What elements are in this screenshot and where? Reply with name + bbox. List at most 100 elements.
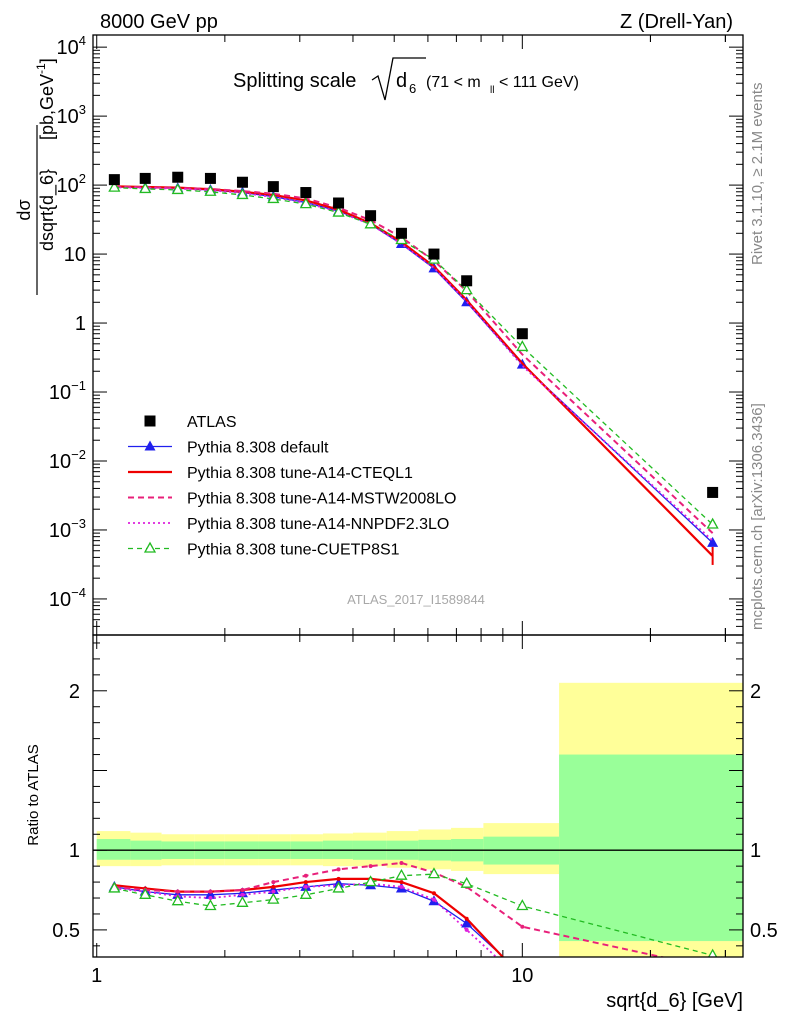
ratio-point-mstw [303, 873, 308, 878]
ratio-series-clipped [108, 860, 718, 957]
main-point-default [707, 536, 719, 547]
data-point-atlas [236, 176, 248, 188]
ratio-point-cuetp8s1 [395, 868, 408, 880]
ratio-point-nnpdf [240, 892, 245, 897]
ratio-point-mstw [520, 924, 525, 929]
data-point-atlas [139, 172, 151, 184]
ratio-point-cteql1 [303, 880, 308, 885]
ratio-point-mstw [175, 889, 180, 894]
plot-title: Splitting scale d 6 (71 < m ll < 111 GeV… [233, 57, 579, 101]
ratio-point-cteql1 [399, 880, 404, 885]
main-point-cuetp8s1 [236, 188, 249, 200]
xtick-label: 1 [91, 965, 102, 987]
legend-swatch-atlas [144, 415, 156, 427]
mcplots-label: mcplots.cern.ch [arXiv:1306.3436] [749, 403, 766, 630]
ratio-y-label: Ratio to ATLAS [25, 744, 42, 845]
main-point-cuetp8s1 [171, 183, 184, 195]
plot-title-var-sub: 6 [409, 81, 416, 96]
ratio-point-default [461, 917, 473, 928]
data-point-atlas [461, 275, 473, 287]
ratio-series [108, 860, 718, 957]
data-point-atlas [172, 171, 184, 183]
main-point-cuetp8s1 [364, 217, 377, 229]
y-label-num: dσ [14, 199, 34, 220]
data-point-atlas [267, 181, 279, 193]
main-ytick-label: 10−2 [49, 447, 86, 473]
plot-title-var: d [396, 70, 407, 92]
ratio-point-nnpdf [303, 884, 308, 889]
ratio-point-cteql1 [271, 884, 276, 889]
main-line-nnpdf [114, 186, 714, 542]
ratio-point-nnpdf [271, 889, 276, 894]
ratio-point-cuetp8s1 [707, 948, 718, 957]
ratio-line-mstw [114, 861, 667, 957]
ratio-point-nnpdf [431, 897, 436, 902]
main-point-cuetp8s1 [516, 340, 529, 352]
ratio-point-mstw [336, 867, 341, 872]
legend-marker-default [144, 440, 156, 451]
data-point-atlas [365, 210, 377, 222]
ratio-point-cuetp8s1 [299, 887, 312, 899]
ratio-uncertainty-bands [93, 682, 743, 957]
ratio-line-cuetp8s1 [114, 873, 713, 957]
ratio-point-nnpdf [464, 927, 469, 932]
ratio-point-cuetp8s1 [364, 875, 377, 887]
analysis-watermark: ATLAS_2017_I1589844 [347, 592, 485, 607]
ratio-point-cuetp8s1 [236, 895, 249, 907]
legend: ATLAS Pythia 8.308 default Pythia 8.308 tu… [128, 414, 456, 559]
ratio-point-mstw [240, 888, 245, 893]
ratio-point-cuetp8s1 [332, 881, 345, 893]
ratio-line-cteql1 [114, 877, 505, 957]
ratio-ytick-label-left: 0.5 [52, 920, 80, 942]
ratio-point-cteql1 [336, 876, 341, 881]
legend-label-nnpdf: Pythia 8.308 tune-A14-NNPDF2.3LO [187, 516, 449, 533]
main-ytick-label: 103 [57, 102, 86, 128]
y-label-unit: [pb,GeV-1] [34, 58, 57, 140]
ratio-point-cuetp8s1 [427, 867, 441, 879]
ratio-ytick-label-right: 2 [750, 681, 761, 703]
main-point-cuetp8s1 [204, 184, 217, 196]
ratio-point-default [204, 888, 216, 899]
main-line-default [114, 186, 714, 544]
legend-label-cuetp8s1: Pythia 8.308 tune-CUETP8S1 [187, 542, 400, 559]
band-inner-13 [559, 754, 743, 942]
rivet-label: Rivet 3.1.10, ≥ 2.1M events [749, 83, 766, 266]
ratio-line-default [114, 883, 505, 957]
data-point-atlas [707, 486, 719, 498]
ratio-point-nnpdf [208, 896, 213, 901]
ratio-point-cteql1 [431, 891, 436, 896]
main-ytick-label: 104 [57, 33, 86, 59]
x-axis-label: sqrt{d_6} [GeV] [606, 990, 743, 1012]
ratio-ytick-label-right: 1 [750, 840, 761, 862]
legend-label-mstw: Pythia 8.308 tune-A14-MSTW2008LO [187, 491, 456, 508]
main-point-cuetp8s1 [706, 517, 719, 529]
ratio-ytick-label-right: 0.5 [750, 920, 778, 942]
xtick-label: 10 [511, 965, 533, 987]
ratio-frame [92, 634, 744, 958]
ratio-point-default [267, 884, 279, 895]
main-point-cuetp8s1 [460, 283, 473, 295]
main-point-cuetp8s1 [395, 233, 408, 245]
main-line-cteql1 [114, 185, 714, 557]
ratio-line-nnpdf [114, 882, 498, 957]
main-point-cuetp8s1 [299, 197, 312, 209]
main-point-cuetp8s1 [332, 205, 345, 217]
legend-label-default: Pythia 8.308 default [187, 440, 329, 457]
data-point-atlas [395, 227, 407, 239]
ratio-point-cuetp8s1 [108, 881, 121, 893]
plot-title-main: Splitting scale [233, 70, 356, 92]
ratio-point-mstw [368, 864, 373, 869]
main-ytick-label: 10 [64, 244, 86, 266]
band-inner-0 [96, 839, 131, 860]
data-point-atlas [333, 197, 345, 209]
y-label-den: dsqrt{d_6} [37, 169, 58, 251]
main-y-label: dσ dsqrt{d_6} [pb,GeV-1] [14, 58, 58, 295]
legend-label-cteql1: Pythia 8.308 tune-A14-CTEQL1 [187, 465, 413, 482]
data-point-atlas [300, 187, 312, 199]
plot-title-range-b: < 111 GeV) [499, 74, 579, 91]
header-left: 8000 GeV pp [100, 11, 218, 33]
main-point-cuetp8s1 [108, 180, 121, 192]
ratio-point-mstw [271, 880, 276, 885]
